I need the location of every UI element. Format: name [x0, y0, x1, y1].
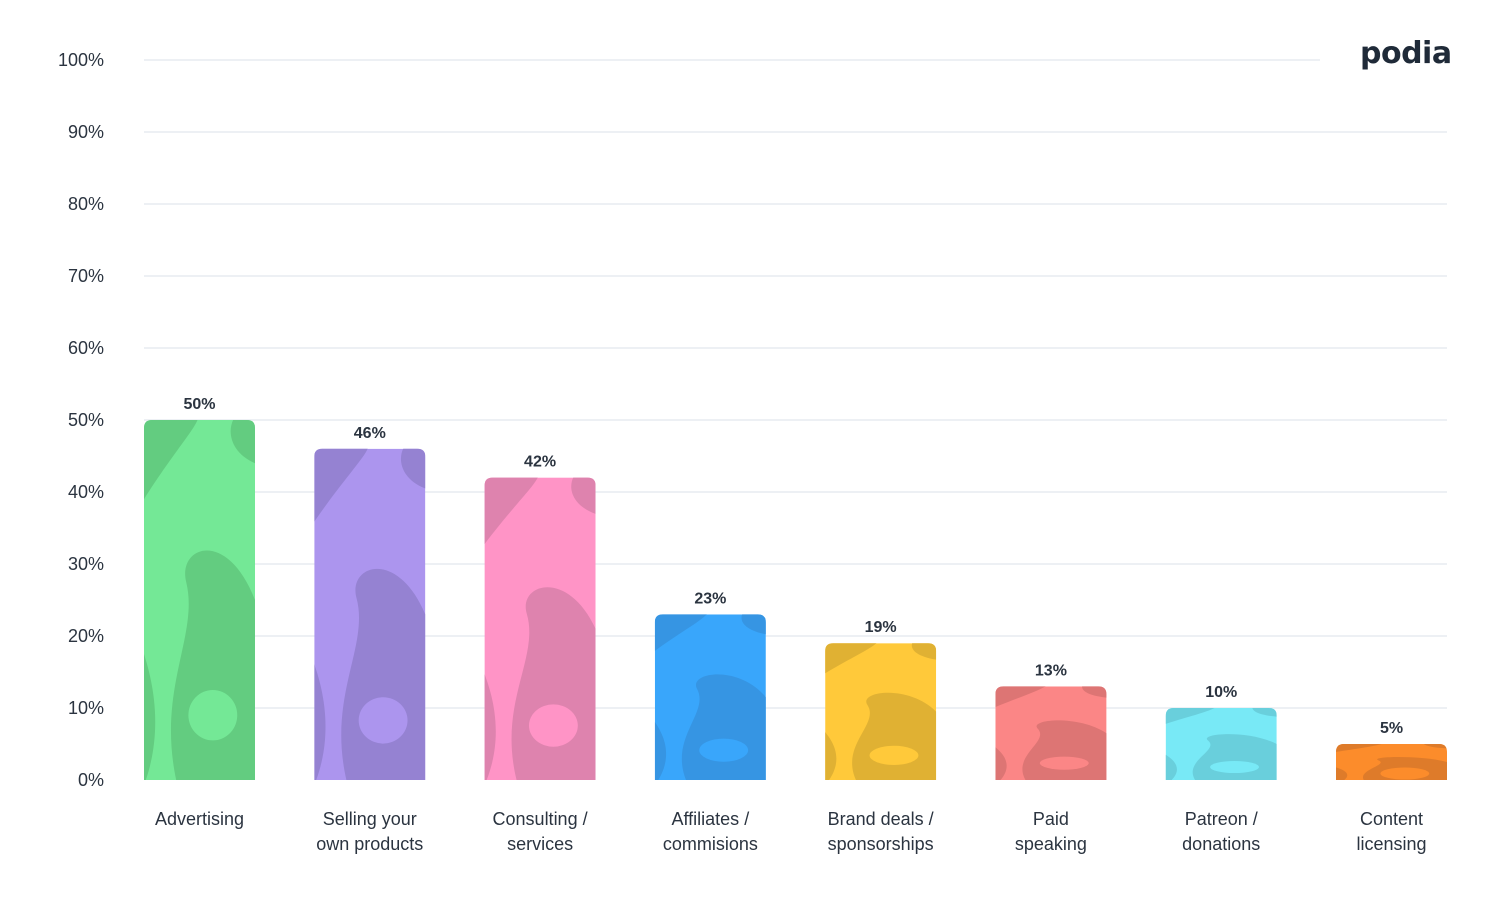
bar-value-label: 46% — [354, 425, 386, 442]
bar-texture — [869, 745, 919, 765]
bar-value-label: 42% — [524, 454, 556, 471]
bar — [1165, 708, 1277, 780]
bar-texture — [1252, 708, 1277, 717]
x-category-label: Patreon / donations — [1182, 809, 1260, 854]
bar-texture — [995, 686, 1051, 707]
bar-value-label: 23% — [694, 590, 726, 607]
x-category-label-line: sponsorships — [828, 834, 934, 854]
bars — [144, 420, 1447, 780]
bar-texture — [484, 674, 496, 780]
y-tick-label: 10% — [68, 698, 104, 718]
y-tick-label: 30% — [68, 554, 104, 574]
bar-texture — [188, 690, 238, 741]
y-tick-label: 40% — [68, 482, 104, 502]
x-category-label-line: Advertising — [155, 809, 244, 829]
bar-texture — [144, 654, 156, 780]
bar — [995, 686, 1107, 780]
bar-texture — [654, 614, 710, 651]
bar-texture — [1422, 744, 1447, 749]
bar-texture — [484, 477, 540, 545]
bar — [1336, 744, 1447, 780]
x-category-label-line: Patreon / — [1185, 809, 1258, 829]
x-axis-categories: Advertising Selling your own products Consu… — [155, 809, 1427, 854]
bar-texture — [1336, 744, 1391, 752]
podia-logo: podia — [1360, 36, 1452, 71]
bar-texture — [741, 614, 766, 635]
bar-texture — [144, 420, 199, 500]
bar-texture — [995, 747, 1007, 780]
bar-texture — [1165, 754, 1177, 780]
y-tick-label: 100% — [58, 50, 104, 70]
y-tick-label: 0% — [78, 770, 104, 790]
x-category-label-line: Selling your — [323, 809, 417, 829]
bar-texture — [825, 732, 837, 780]
bar-texture — [1022, 720, 1107, 780]
bar-texture — [230, 420, 255, 464]
bar-texture — [699, 738, 749, 762]
bar — [484, 477, 596, 780]
bar-texture — [314, 448, 369, 522]
bar — [654, 614, 766, 780]
x-category-label: Advertising — [155, 809, 244, 829]
x-category-label-line: own products — [316, 834, 423, 854]
bar — [314, 448, 426, 780]
x-category-label-line: licensing — [1356, 834, 1426, 854]
y-tick-label: 50% — [68, 410, 104, 430]
value-labels: 50% 46% 42% 23% 19% 13% 10% 5% — [183, 396, 1403, 737]
x-category-label: Content licensing — [1356, 809, 1426, 854]
bar-texture — [1336, 767, 1348, 780]
y-tick-label: 60% — [68, 338, 104, 358]
x-category-label-line: Paid — [1033, 809, 1069, 829]
x-category-label-line: Brand deals / — [828, 809, 934, 829]
bar-texture — [314, 664, 326, 780]
bar-value-label: 10% — [1205, 684, 1237, 701]
bar-texture — [1082, 686, 1107, 698]
bar-value-label: 13% — [1035, 662, 1067, 679]
bar-texture — [1192, 734, 1277, 780]
bar-texture — [1210, 761, 1259, 774]
y-tick-label: 70% — [68, 266, 104, 286]
bar — [144, 420, 255, 780]
bar-value-label: 19% — [865, 619, 897, 636]
x-category-label-line: services — [507, 834, 573, 854]
y-tick-label: 80% — [68, 194, 104, 214]
bar-texture — [1380, 767, 1430, 780]
bar-texture — [1165, 708, 1221, 724]
bar-texture — [654, 722, 666, 780]
x-category-label: Consulting / services — [493, 809, 588, 854]
bar-texture — [825, 643, 880, 674]
x-category-label-line: speaking — [1015, 834, 1087, 854]
bar-texture — [911, 643, 937, 660]
bar-texture — [852, 692, 937, 780]
y-axis-ticks: 0% 10% 20% 30% 40% 50% 60% 70% 80% 90% 100% — [58, 50, 104, 790]
bar-texture — [358, 697, 408, 744]
x-category-label-line: Affiliates / — [671, 809, 749, 829]
x-category-label-line: donations — [1182, 834, 1260, 854]
bar-texture — [1039, 756, 1089, 770]
bar-value-label: 5% — [1380, 720, 1403, 737]
y-tick-label: 20% — [68, 626, 104, 646]
bar-texture — [571, 477, 596, 514]
x-category-label: Paid speaking — [1015, 809, 1087, 854]
x-category-label: Brand deals / sponsorships — [828, 809, 934, 854]
x-category-label: Affiliates / commisions — [663, 809, 758, 854]
bar-value-label: 50% — [183, 396, 215, 413]
x-category-label-line: Consulting / — [493, 809, 588, 829]
bar — [825, 643, 937, 780]
bar-texture — [401, 448, 426, 489]
bar-texture — [682, 674, 766, 780]
x-category-label-line: commisions — [663, 834, 758, 854]
x-category-label: Selling your own products — [316, 809, 423, 854]
y-tick-label: 90% — [68, 122, 104, 142]
x-category-label-line: Content — [1360, 809, 1423, 829]
bar-texture — [528, 704, 578, 747]
